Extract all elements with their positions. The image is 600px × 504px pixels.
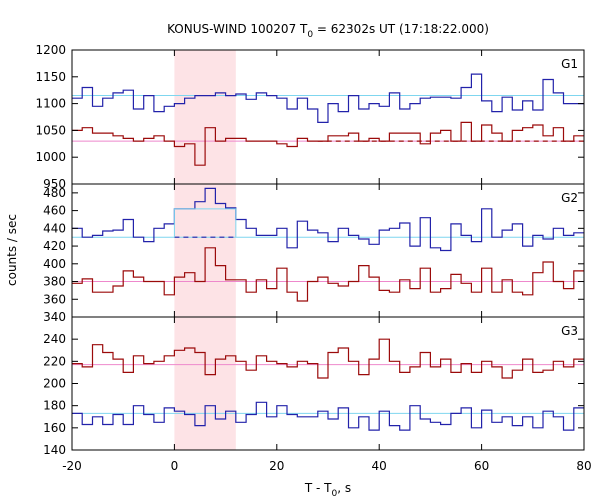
panel-g3: 140 160 180 200 220 240 G3: [43, 316, 585, 457]
title-subscript: 0: [307, 30, 313, 40]
title-suffix: = 62302s UT (17:18:22.000): [313, 22, 489, 36]
panel-label: G1: [561, 57, 578, 71]
y-tick-label: 1100: [35, 97, 66, 111]
series-g1-red: [72, 121, 584, 166]
y-tick-label: 1000: [35, 150, 66, 164]
plot-layers: 95010001050110011501200G1340360380400420…: [35, 43, 591, 473]
y-tick-label: 420: [43, 239, 66, 253]
series-g2-blue: [72, 187, 584, 252]
panel-label: G2: [561, 191, 578, 205]
title-prefix: KONUS-WIND 100207 T: [167, 22, 308, 36]
x-axis-label: T - T0, s: [304, 481, 351, 499]
chart-title: KONUS-WIND 100207 T0 = 62302s UT (17:18:…: [167, 22, 489, 40]
y-tick-label: 1050: [35, 123, 66, 137]
panel-g1: 950 1000 1050 1100 1150 1200 G1: [35, 43, 585, 191]
series-g3-blue: [72, 401, 584, 431]
xlabel-prefix: T - T: [304, 481, 332, 495]
x-tick-label: 80: [576, 459, 591, 473]
x-tick-label: -20: [62, 459, 82, 473]
series-g3-red: [72, 338, 584, 379]
y-tick-label: 340: [43, 310, 66, 324]
y-tick-label: 140: [43, 443, 66, 457]
y-tick-label: 400: [43, 257, 66, 271]
panel-frame-g3: [71, 316, 585, 451]
panel-frame-g2: [71, 183, 585, 318]
x-tick-label: 0: [171, 459, 179, 473]
y-tick-label: 180: [43, 399, 66, 413]
y-tick-label: 200: [43, 377, 66, 391]
y-tick-label: 480: [43, 186, 66, 200]
y-tick-label: 950: [43, 177, 66, 191]
y-tick-label: 440: [43, 221, 66, 235]
y-axis-label: counts / sec: [5, 214, 19, 286]
interval-box-g2: [173, 208, 237, 238]
y-tick-label: 160: [43, 421, 66, 435]
x-tick-label: 20: [269, 459, 284, 473]
x-tick-label: 60: [474, 459, 489, 473]
panel-label: G3: [561, 324, 578, 338]
y-tick-label: 1200: [35, 43, 66, 57]
y-tick-label: 1150: [35, 70, 66, 84]
y-tick-label: 240: [43, 332, 66, 346]
y-tick-label: 460: [43, 204, 66, 218]
series-g2-red: [72, 247, 584, 302]
x-tick-label: 40: [372, 459, 387, 473]
series-g1-blue: [72, 73, 584, 123]
xlabel-suffix: , s: [337, 481, 351, 495]
y-tick-label: 360: [43, 292, 66, 306]
panel-g2: 340 360 380 400 420 440 460 480 G2: [43, 183, 585, 324]
xlabel-subscript: 0: [332, 489, 338, 499]
y-tick-label: 220: [43, 354, 66, 368]
y-tick-label: 380: [43, 275, 66, 289]
